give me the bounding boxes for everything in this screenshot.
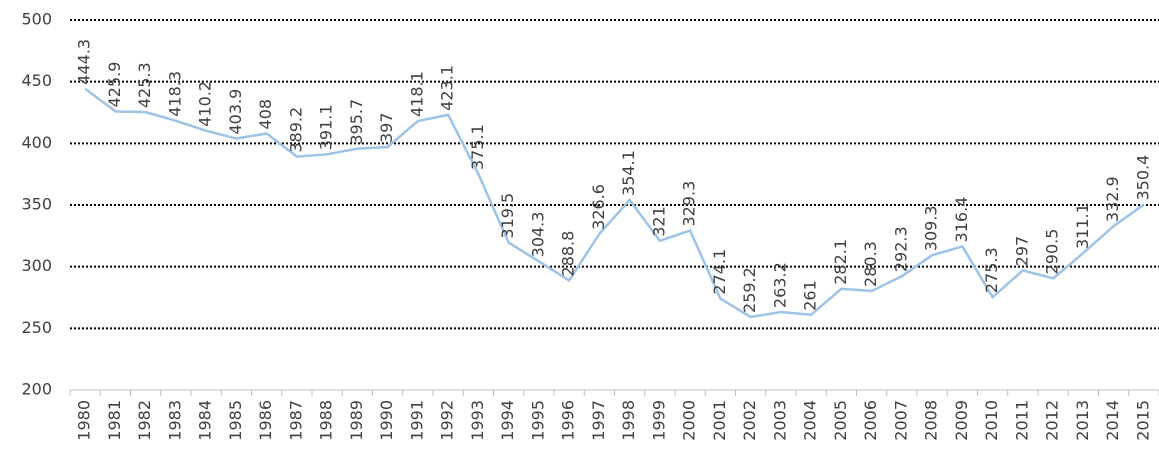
y-tick-label: 400 bbox=[21, 133, 52, 152]
data-label: 282.1 bbox=[831, 239, 850, 285]
data-label: 316.4 bbox=[952, 197, 971, 243]
data-label: 297 bbox=[1012, 236, 1031, 267]
data-label: 425.3 bbox=[135, 62, 154, 108]
data-label: 444.3 bbox=[75, 39, 94, 85]
data-label: 350.4 bbox=[1133, 155, 1152, 201]
data-label: 309.3 bbox=[922, 205, 941, 251]
x-tick-label: 2015 bbox=[1133, 400, 1152, 441]
x-tick-label: 1987 bbox=[286, 400, 305, 441]
data-label: 321 bbox=[649, 206, 668, 237]
x-tick-label: 1985 bbox=[226, 400, 245, 441]
x-tick-label: 1994 bbox=[498, 400, 517, 441]
x-tick-label: 1992 bbox=[438, 400, 457, 441]
data-label: 410.2 bbox=[196, 81, 215, 127]
data-label: 329.3 bbox=[680, 181, 699, 227]
x-tick-label: 2010 bbox=[982, 400, 1001, 441]
x-tick-label: 2000 bbox=[680, 400, 699, 441]
y-tick-label: 200 bbox=[21, 380, 52, 399]
data-label: 304.3 bbox=[528, 212, 547, 258]
x-tick-label: 2005 bbox=[831, 400, 850, 441]
x-tick-label: 1982 bbox=[135, 400, 154, 441]
x-tick-label: 2001 bbox=[710, 400, 729, 441]
x-tick-label: 1986 bbox=[256, 400, 275, 441]
data-label: 397 bbox=[377, 112, 396, 143]
data-label: 354.1 bbox=[619, 150, 638, 196]
data-label: 275.3 bbox=[982, 247, 1001, 293]
x-tick-label: 2004 bbox=[801, 400, 820, 441]
x-tick-label: 1999 bbox=[649, 400, 668, 441]
x-tick-label: 1995 bbox=[528, 400, 547, 441]
y-tick-label: 250 bbox=[21, 318, 52, 337]
x-tick-label: 2002 bbox=[740, 400, 759, 441]
x-tick-label: 1980 bbox=[75, 400, 94, 441]
x-tick-label: 2013 bbox=[1073, 400, 1092, 441]
data-label: 311.1 bbox=[1073, 203, 1092, 249]
data-label: 259.2 bbox=[740, 267, 759, 313]
data-label: 261 bbox=[801, 280, 820, 311]
x-tick-label: 2012 bbox=[1043, 400, 1062, 441]
x-tick-label: 2006 bbox=[861, 400, 880, 441]
x-tick-label: 1988 bbox=[317, 400, 336, 441]
x-tick-label: 1989 bbox=[347, 400, 366, 441]
data-label: 423.1 bbox=[438, 65, 457, 111]
data-label: 319.5 bbox=[498, 193, 517, 239]
x-tick-label: 2007 bbox=[891, 400, 910, 441]
data-label: 389.2 bbox=[286, 107, 305, 153]
data-label: 274.1 bbox=[710, 249, 729, 295]
y-tick-label: 450 bbox=[21, 71, 52, 90]
x-tick-label: 1996 bbox=[559, 400, 578, 441]
data-label: 425.9 bbox=[105, 62, 124, 108]
data-label: 403.9 bbox=[226, 89, 245, 135]
data-label: 292.3 bbox=[891, 226, 910, 272]
x-tick-label: 1984 bbox=[196, 400, 215, 441]
data-label: 326.6 bbox=[589, 184, 608, 230]
x-tick-label: 2003 bbox=[770, 400, 789, 441]
y-tick-label: 350 bbox=[21, 195, 52, 214]
data-label: 418.1 bbox=[407, 71, 426, 117]
data-label: 332.9 bbox=[1103, 176, 1122, 222]
x-tick-label: 1991 bbox=[407, 400, 426, 441]
line bbox=[84, 87, 1145, 319]
data-label: 391.1 bbox=[317, 104, 336, 150]
x-tick-label: 1981 bbox=[105, 400, 124, 441]
x-tick-label: 2011 bbox=[1012, 400, 1031, 441]
x-tick-label: 1993 bbox=[468, 400, 487, 441]
x-tick-label: 1990 bbox=[377, 400, 396, 441]
data-label: 395.7 bbox=[347, 99, 366, 145]
data-label: 263.2 bbox=[770, 262, 789, 308]
data-label: 375.1 bbox=[468, 124, 487, 170]
data-label: 280.3 bbox=[861, 241, 880, 287]
x-tick-label: 1997 bbox=[589, 400, 608, 441]
data-label: 408 bbox=[256, 99, 275, 130]
x-tick-label: 1998 bbox=[619, 400, 638, 441]
data-label: 418.3 bbox=[165, 71, 184, 117]
x-tick-label: 2014 bbox=[1103, 400, 1122, 441]
y-tick-label: 300 bbox=[21, 256, 52, 275]
x-tick-label: 2008 bbox=[922, 400, 941, 441]
x-tick-label: 2009 bbox=[952, 400, 971, 441]
y-tick-label: 500 bbox=[21, 10, 52, 29]
data-label: 288.8 bbox=[559, 231, 578, 277]
x-tick-label: 1983 bbox=[165, 400, 184, 441]
data-label: 290.5 bbox=[1043, 229, 1062, 275]
